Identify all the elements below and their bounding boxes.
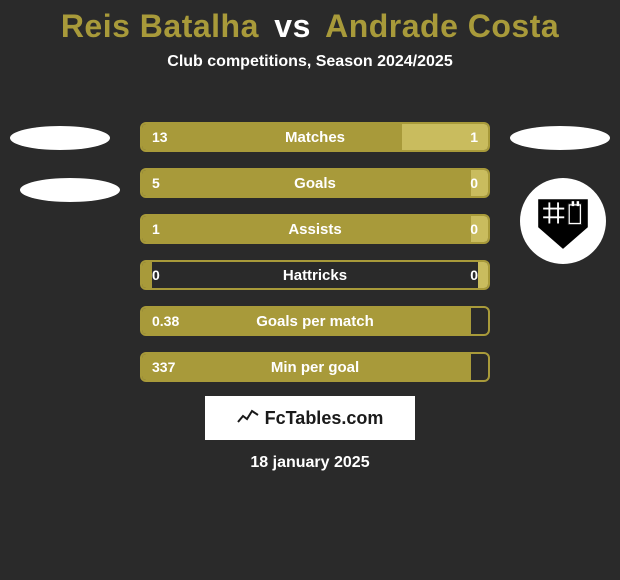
stat-bar-left	[142, 216, 471, 242]
stat-bar-right	[471, 216, 488, 242]
player2-badge-top	[510, 126, 610, 150]
stat-row: Goals per match0.38	[140, 306, 490, 336]
comparison-title: Reis Batalha vs Andrade Costa	[0, 0, 620, 45]
stat-bar-left	[142, 262, 152, 288]
club-logo-icon	[532, 190, 594, 252]
snapshot-date: 18 january 2025	[0, 454, 620, 472]
brand-logo: FcTables.com	[205, 396, 415, 440]
stats-bars: Matches131 Goals50 Assists10 Hattricks00 Goa…	[140, 122, 490, 398]
stat-bar-left	[142, 124, 402, 150]
vs-text: vs	[274, 8, 311, 44]
stat-bar-right	[402, 124, 489, 150]
stat-row: Goals50	[140, 168, 490, 198]
stat-row: Matches131	[140, 122, 490, 152]
brand-text: FcTables.com	[265, 408, 384, 429]
stat-bar-right	[471, 170, 488, 196]
stat-row: Min per goal337	[140, 352, 490, 382]
player1-badge-bottom	[20, 178, 120, 202]
stat-row: Hattricks00	[140, 260, 490, 290]
stat-bar-left	[142, 308, 471, 334]
player1-name: Reis Batalha	[61, 8, 259, 44]
stat-bar-right	[478, 262, 488, 288]
stat-bar-left	[142, 354, 471, 380]
player1-badge-top	[10, 126, 110, 150]
brand-spark-icon	[237, 408, 259, 429]
player2-name: Andrade Costa	[325, 8, 559, 44]
subtitle: Club competitions, Season 2024/2025	[0, 53, 620, 71]
stat-bar-left	[142, 170, 471, 196]
player2-club-badge	[520, 178, 606, 264]
stat-row: Assists10	[140, 214, 490, 244]
